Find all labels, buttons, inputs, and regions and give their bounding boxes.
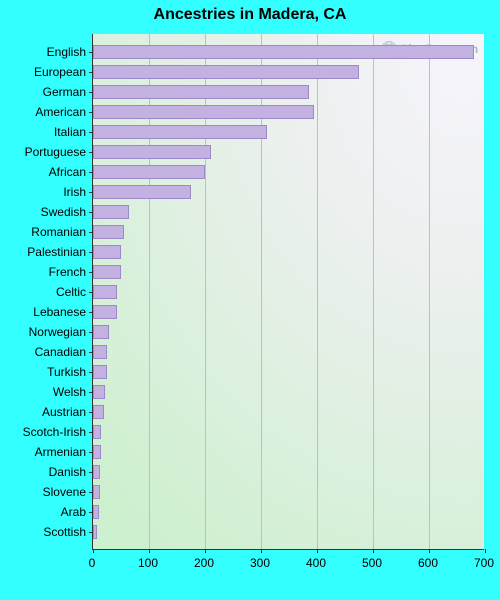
x-tick-label: 400: [306, 556, 326, 570]
bar-fill: [93, 305, 117, 319]
bar: [93, 305, 117, 319]
bar: [93, 425, 101, 439]
x-gridline: [485, 34, 486, 549]
y-tick-label: Palestinian: [27, 245, 86, 259]
bar-fill: [93, 105, 314, 119]
bar-fill: [93, 145, 211, 159]
bar-fill: [93, 245, 121, 259]
bar: [93, 65, 359, 79]
bar: [93, 325, 109, 339]
plot-wrap: City-Data.com: [92, 34, 484, 550]
x-tick-label: 600: [418, 556, 438, 570]
bar: [93, 525, 97, 539]
x-tick: [93, 549, 94, 553]
plot-area: City-Data.com: [92, 34, 484, 550]
bar-fill: [93, 45, 474, 59]
bar-fill: [93, 385, 105, 399]
bar: [93, 485, 100, 499]
y-tick-label: Irish: [63, 185, 86, 199]
x-tick-label: 500: [362, 556, 382, 570]
bar-fill: [93, 325, 109, 339]
y-tick-label: Lebanese: [33, 305, 86, 319]
page-root: Ancestries in Madera, CA City-Data.com 0…: [0, 0, 500, 600]
x-tick: [205, 549, 206, 553]
x-tick: [317, 549, 318, 553]
y-tick-label: European: [34, 65, 86, 79]
bar-fill: [93, 405, 104, 419]
bar: [93, 185, 191, 199]
bar-fill: [93, 485, 100, 499]
x-gridline: [373, 34, 374, 549]
y-tick-label: Scottish: [43, 525, 86, 539]
bar-fill: [93, 505, 99, 519]
bar: [93, 45, 474, 59]
x-gridline: [429, 34, 430, 549]
bar-fill: [93, 225, 124, 239]
x-tick-label: 300: [250, 556, 270, 570]
bar: [93, 265, 121, 279]
y-tick-label: Slovene: [43, 485, 86, 499]
x-tick-label: 200: [194, 556, 214, 570]
bar: [93, 345, 107, 359]
y-tick-label: French: [49, 265, 86, 279]
bar-fill: [93, 445, 101, 459]
x-tick: [373, 549, 374, 553]
x-tick: [149, 549, 150, 553]
x-tick: [261, 549, 262, 553]
y-tick-label: Canadian: [35, 345, 86, 359]
y-tick-label: German: [43, 85, 86, 99]
x-tick: [429, 549, 430, 553]
bar: [93, 165, 205, 179]
y-tick-label: Austrian: [42, 405, 86, 419]
x-tick-label: 700: [474, 556, 494, 570]
x-tick-label: 0: [89, 556, 96, 570]
y-tick-label: Portuguese: [25, 145, 86, 159]
bar-fill: [93, 265, 121, 279]
y-tick-label: Italian: [54, 125, 86, 139]
y-tick-label: Armenian: [35, 445, 86, 459]
bar-fill: [93, 365, 107, 379]
bar: [93, 225, 124, 239]
y-tick-label: Turkish: [47, 365, 86, 379]
bar-fill: [93, 465, 100, 479]
bar: [93, 405, 104, 419]
bar-fill: [93, 205, 129, 219]
bar: [93, 445, 101, 459]
bar-fill: [93, 285, 117, 299]
bar-fill: [93, 525, 97, 539]
bar-fill: [93, 165, 205, 179]
bar-fill: [93, 425, 101, 439]
y-tick-label: Norwegian: [29, 325, 86, 339]
bar: [93, 125, 267, 139]
y-tick-label: Romanian: [31, 225, 86, 239]
bar-fill: [93, 85, 309, 99]
bar-fill: [93, 345, 107, 359]
bar-fill: [93, 65, 359, 79]
x-gridline: [317, 34, 318, 549]
bar: [93, 105, 314, 119]
bar: [93, 85, 309, 99]
y-tick-label: Danish: [49, 465, 86, 479]
x-tick-label: 100: [138, 556, 158, 570]
bar: [93, 465, 100, 479]
y-tick-label: Welsh: [53, 385, 86, 399]
bar: [93, 385, 105, 399]
bar: [93, 505, 99, 519]
y-tick-label: Arab: [61, 505, 86, 519]
bar: [93, 245, 121, 259]
y-tick-label: Swedish: [41, 205, 86, 219]
x-tick: [485, 549, 486, 553]
bar: [93, 205, 129, 219]
bar-fill: [93, 125, 267, 139]
y-tick-label: American: [35, 105, 86, 119]
y-tick-label: English: [47, 45, 86, 59]
chart-title: Ancestries in Madera, CA: [0, 6, 500, 24]
bar-fill: [93, 185, 191, 199]
bar: [93, 285, 117, 299]
bar: [93, 365, 107, 379]
y-tick-label: Celtic: [56, 285, 86, 299]
y-tick-label: Scotch-Irish: [23, 425, 86, 439]
bar: [93, 145, 211, 159]
y-tick-label: African: [49, 165, 86, 179]
